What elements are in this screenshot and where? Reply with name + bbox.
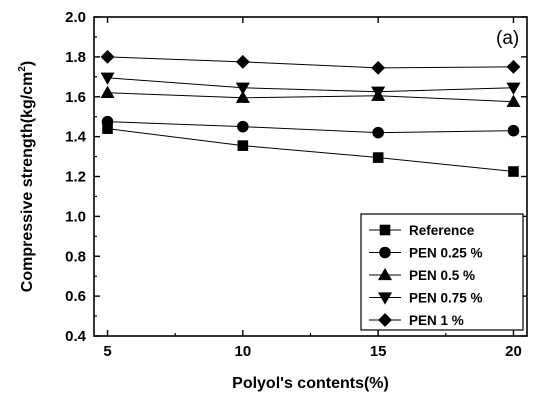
legend-marker — [377, 292, 393, 305]
y-tick-label: 2.0 — [65, 9, 86, 26]
series-line — [107, 121, 514, 134]
legend: Reference PEN 0.25 % PEN 0.5 % PEN 0.75 % PE… — [360, 213, 524, 331]
panel-label: (a) — [496, 28, 519, 49]
data-point — [372, 126, 384, 139]
series-2 — [100, 85, 521, 107]
legend-item: PEN 0.25 % — [369, 246, 483, 261]
series-layer — [100, 49, 521, 177]
legend-label: Reference — [409, 223, 475, 238]
y-axis-title-superscript: 2 — [17, 66, 28, 72]
legend-label: PEN 1 % — [409, 313, 464, 328]
y-axis-title-close: ) — [19, 61, 36, 66]
data-point — [506, 94, 521, 107]
data-point — [508, 166, 519, 177]
data-point — [101, 115, 114, 128]
data-point — [371, 60, 386, 75]
data-point — [100, 49, 115, 64]
y-tick-label: 1.8 — [65, 49, 86, 66]
series-line — [107, 128, 514, 173]
y-axis-title-main: Compressive strength(kg/cm — [19, 72, 36, 293]
series-3 — [100, 72, 521, 99]
series-line — [107, 92, 514, 103]
y-tick-label: 0.6 — [65, 288, 86, 305]
y-tick-label: 1.4 — [65, 129, 87, 146]
y-tick-label: 1.6 — [65, 89, 86, 106]
series-line — [107, 77, 514, 93]
data-point — [507, 124, 520, 137]
y-tick-label: 1.2 — [65, 169, 86, 186]
legend-item: PEN 0.5 % — [369, 267, 475, 283]
y-axis-title: Compressive strength(kg/cm2) — [17, 61, 36, 292]
y-tick-label: 0.8 — [65, 248, 86, 265]
legend-marker — [379, 246, 391, 259]
series-line — [107, 56, 514, 69]
legend-item: Reference — [369, 223, 475, 238]
x-tick-label: 20 — [505, 343, 522, 360]
legend-label: PEN 0.25 % — [409, 246, 483, 261]
legend-marker — [378, 313, 392, 327]
data-point — [235, 90, 250, 103]
x-axis-title: Polyol's contents(%) — [232, 375, 389, 392]
series-1 — [101, 115, 520, 139]
x-tick-label: 10 — [235, 343, 252, 360]
data-point — [235, 54, 250, 69]
tick-labels: 5 10 15 20 0.4 0.6 0.8 1.0 1.2 1.4 1.6 1.8 2.0 — [65, 9, 522, 360]
x-tick-label: 5 — [103, 343, 111, 360]
legend-item: PEN 0.75 % — [369, 291, 483, 306]
y-tick-label: 0.4 — [65, 328, 87, 345]
legend-marker — [377, 267, 393, 281]
data-point — [100, 85, 115, 98]
x-tick-label: 15 — [370, 343, 387, 360]
legend-label: PEN 0.75 % — [409, 291, 483, 306]
legend-item: PEN 1 % — [369, 313, 464, 328]
data-point — [372, 152, 384, 163]
data-point — [506, 82, 521, 95]
legend-marker — [379, 224, 391, 236]
y-tick-label: 1.0 — [65, 208, 86, 225]
legend-label: PEN 0.5 % — [409, 268, 475, 283]
data-point — [235, 82, 250, 95]
data-point — [371, 86, 386, 99]
series-0 — [102, 123, 519, 177]
data-point — [100, 72, 115, 85]
plot-area-frame — [93, 16, 528, 337]
series-4 — [100, 49, 521, 75]
data-point — [237, 140, 249, 151]
data-point — [506, 59, 521, 74]
data-point — [237, 120, 249, 133]
